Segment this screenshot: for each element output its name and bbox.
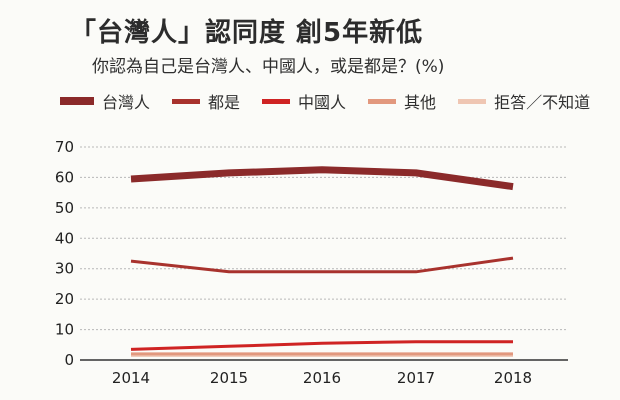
- legend-swatch-chinese: [262, 98, 291, 104]
- legend-swatch-other: [368, 98, 397, 104]
- y-tick-label-70: 70: [55, 138, 74, 156]
- series-line-1: [130, 256, 514, 274]
- series-line-0: [130, 166, 514, 191]
- y-tick-label-60: 60: [55, 168, 74, 186]
- y-tick-label-10: 10: [55, 321, 74, 339]
- legend: 台灣人 都是 中國人 其他 拒答／不知道: [60, 89, 612, 113]
- x-axis-tick-labels: 2014 2015 2016 2017 2018: [112, 369, 532, 387]
- y-tick-label-40: 40: [55, 229, 74, 247]
- x-tick-label-2014: 2014: [112, 369, 150, 387]
- grid-lines: [80, 146, 568, 361]
- legend-swatch-both: [172, 98, 201, 104]
- series-line-2: [130, 340, 513, 351]
- y-tick-label-0: 0: [64, 351, 74, 369]
- y-axis-tick-labels: 0 10 20 30 40 50 60 70: [55, 138, 74, 369]
- x-tick-label-2018: 2018: [494, 369, 532, 387]
- legend-label-other: 其他: [404, 93, 437, 112]
- chart-title: 「台灣人」認同度 創5年新低: [70, 18, 424, 48]
- legend-label-both: 都是: [208, 93, 241, 112]
- x-tick-label-2015: 2015: [210, 369, 248, 387]
- chart-subtitle: 你認為自己是台灣人、中國人，或是都是？(%): [92, 57, 445, 77]
- legend-label-refused: 拒答／不知道: [494, 93, 591, 112]
- legend-item-taiwanese: 台灣人: [60, 89, 150, 113]
- legend-label-taiwanese: 台灣人: [102, 93, 151, 112]
- legend-swatch-taiwanese: [60, 97, 94, 105]
- legend-item-both: 都是: [172, 89, 240, 113]
- series-lines: [130, 166, 514, 357]
- x-tick-label-2017: 2017: [397, 369, 435, 387]
- x-tick-label-2016: 2016: [303, 369, 341, 387]
- y-tick-label-30: 30: [55, 260, 74, 278]
- legend-item-chinese: 中國人: [262, 89, 346, 113]
- legend-item-other: 其他: [368, 89, 436, 113]
- legend-swatch-refused: [458, 98, 487, 104]
- legend-item-refused: 拒答／不知道: [458, 89, 590, 113]
- y-tick-label-20: 20: [55, 290, 74, 308]
- y-tick-label-50: 50: [55, 199, 74, 217]
- legend-label-chinese: 中國人: [298, 93, 347, 112]
